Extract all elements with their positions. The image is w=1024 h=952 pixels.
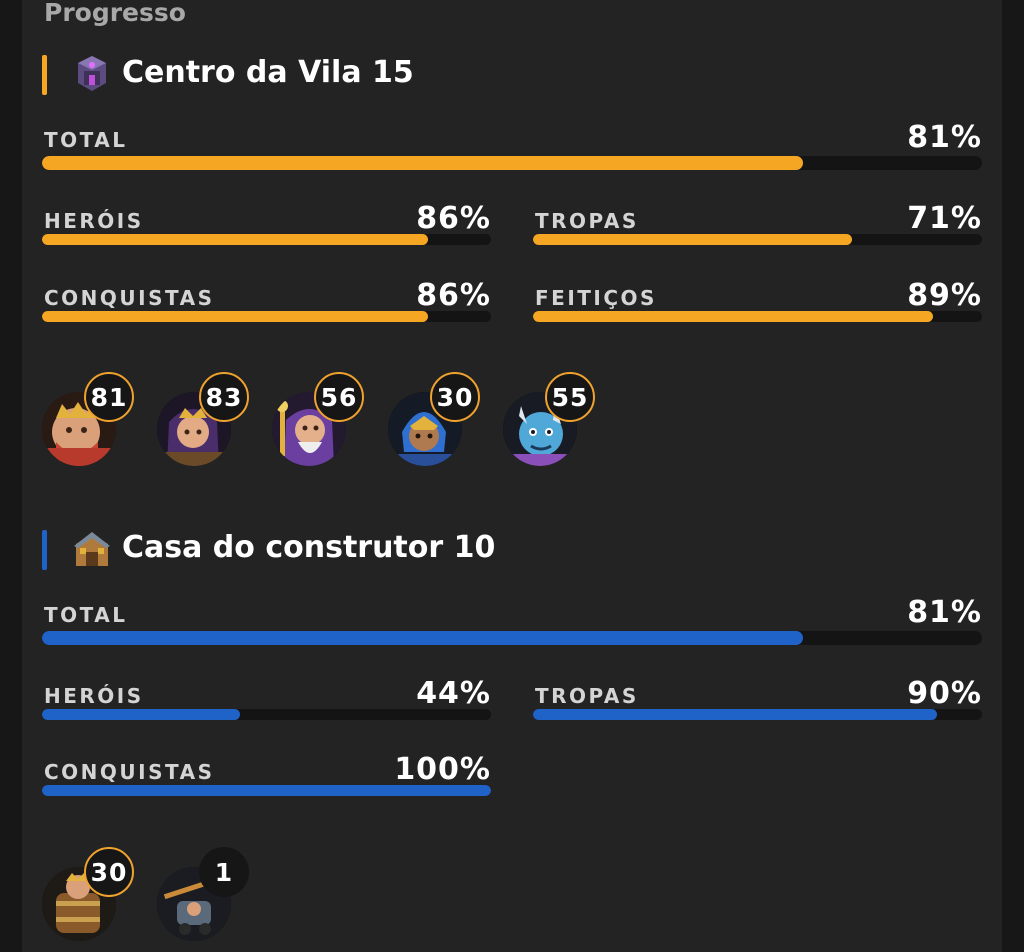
builder-hall-icon — [70, 528, 114, 572]
builder-troops-fill — [533, 709, 938, 720]
builder-heroes-track — [42, 709, 491, 720]
village-total-label: TOTAL — [44, 128, 128, 152]
builder-heroes-label: HERÓIS — [44, 684, 144, 708]
village-heroes-label: HERÓIS — [44, 209, 144, 233]
builder-heroes-fill — [42, 709, 240, 720]
section-heading: Progresso — [44, 0, 186, 27]
village-spells-metric: FEITIÇOS 89% — [533, 278, 982, 329]
village-heroes-value: 86% — [416, 201, 491, 236]
village-spells-track — [533, 311, 982, 322]
builder-troops-track — [533, 709, 982, 720]
village-hero-1[interactable]: 81 — [42, 372, 142, 472]
hero-level-badge: 83 — [199, 372, 249, 422]
hero-level-badge: 30 — [430, 372, 480, 422]
village-hero-5[interactable]: 55 — [503, 372, 603, 472]
village-section-header: Centro da Vila 15 — [42, 53, 542, 97]
village-spells-value: 89% — [907, 278, 982, 313]
builder-achievements-metric: CONQUISTAS 100% — [42, 752, 491, 803]
builder-accent-bar — [42, 530, 47, 570]
village-achievements-label: CONQUISTAS — [44, 286, 215, 310]
village-troops-track — [533, 234, 982, 245]
hero-level-badge: 81 — [84, 372, 134, 422]
builder-total-track — [42, 631, 982, 645]
village-spells-label: FEITIÇOS — [535, 286, 657, 310]
builder-heroes-metric: HERÓIS 44% — [42, 676, 491, 727]
builder-hero-1[interactable]: 30 — [42, 847, 142, 947]
hero-level-badge: 56 — [314, 372, 364, 422]
town-hall-icon — [70, 53, 114, 97]
village-title: Centro da Vila 15 — [122, 55, 414, 90]
village-troops-label: TROPAS — [535, 209, 639, 233]
builder-hero-2[interactable]: 1 — [157, 847, 257, 947]
village-accent-bar — [42, 55, 47, 95]
village-heroes-fill — [42, 234, 429, 245]
builder-troops-value: 90% — [907, 676, 982, 711]
builder-heroes-value: 44% — [416, 676, 491, 711]
builder-total-fill — [42, 631, 804, 645]
village-achievements-track — [42, 311, 491, 322]
builder-title: Casa do construtor 10 — [122, 530, 496, 565]
hero-level-badge: 1 — [199, 847, 249, 897]
village-hero-4[interactable]: 30 — [388, 372, 488, 472]
builder-section-header: Casa do construtor 10 — [42, 528, 602, 572]
builder-achievements-fill — [42, 785, 491, 796]
village-troops-fill — [533, 234, 852, 245]
hero-level-badge: 55 — [545, 372, 595, 422]
village-achievements-fill — [42, 311, 429, 322]
grand-warden-icon — [272, 392, 346, 466]
builder-achievements-value: 100% — [394, 752, 491, 787]
builder-total-metric: TOTAL 81% — [42, 595, 982, 651]
builder-achievements-label: CONQUISTAS — [44, 760, 215, 784]
village-total-value: 81% — [907, 120, 982, 155]
hero-level-badge: 30 — [84, 847, 134, 897]
village-hero-3[interactable]: 56 — [272, 372, 372, 472]
builder-troops-label: TROPAS — [535, 684, 639, 708]
village-heroes-track — [42, 234, 491, 245]
builder-total-label: TOTAL — [44, 603, 128, 627]
village-troops-metric: TROPAS 71% — [533, 201, 982, 252]
village-hero-2[interactable]: 83 — [157, 372, 257, 472]
village-achievements-value: 86% — [416, 278, 491, 313]
village-achievements-metric: CONQUISTAS 86% — [42, 278, 491, 329]
village-heroes-metric: HERÓIS 86% — [42, 201, 491, 252]
village-spells-fill — [533, 311, 933, 322]
builder-total-value: 81% — [907, 595, 982, 630]
village-total-metric: TOTAL 81% — [42, 120, 982, 176]
builder-troops-metric: TROPAS 90% — [533, 676, 982, 727]
village-total-track — [42, 156, 982, 170]
village-total-fill — [42, 156, 804, 170]
village-troops-value: 71% — [907, 201, 982, 236]
builder-achievements-track — [42, 785, 491, 796]
